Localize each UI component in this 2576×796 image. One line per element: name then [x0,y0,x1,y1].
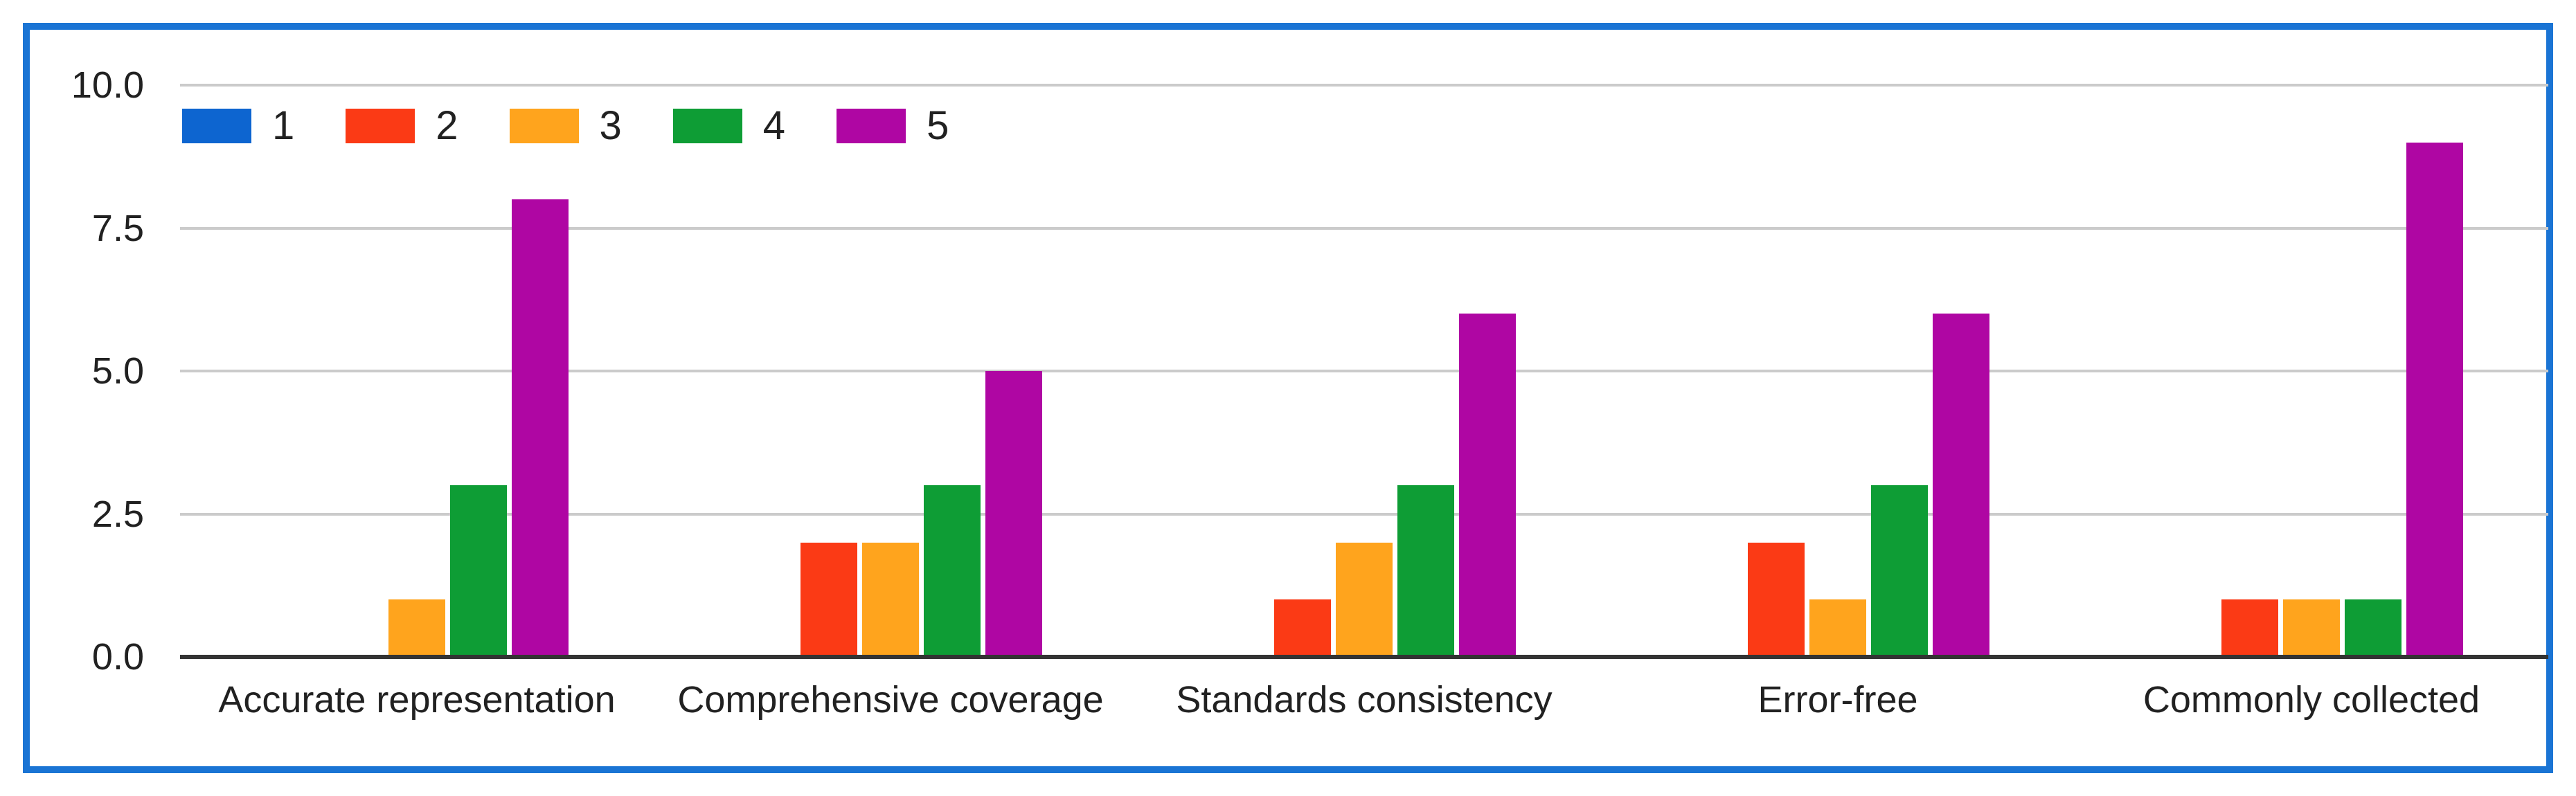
legend-swatch [182,109,251,143]
gridline-7.5 [180,226,2548,230]
legend-item: 2 [346,106,458,146]
bar-series-2 [1274,599,1331,657]
bar-group [180,85,654,657]
bar-groups [180,85,2548,657]
bar-series-4 [2345,599,2401,657]
y-tick-label: 10.0 [71,64,144,106]
legend-item: 1 [182,106,294,146]
legend-swatch [346,109,415,143]
legend-swatch [509,109,579,143]
category-label: Comprehensive coverage [677,679,1104,721]
legend-swatch [837,109,906,143]
bar-group [1601,85,2075,657]
bar-series-3 [1809,599,1866,657]
x-axis-line [180,655,2548,659]
category-label: Error-free [1757,679,1918,721]
legend-item: 4 [672,103,786,148]
bar-series-4 [924,485,981,657]
x-axis-category-labels: Accurate representation Comprehensive cov… [180,677,2548,723]
bar-series-5 [985,371,1042,657]
category-label: Accurate representation [218,679,616,721]
category-label: Standards consistency [1176,679,1553,721]
bar-group [1127,85,1601,657]
y-tick-label: 2.5 [91,493,144,535]
bar-series-3 [1336,542,1393,657]
legend-label: 1 [272,103,295,148]
bar-series-2 [800,542,857,657]
bar-series-3 [2283,599,2340,657]
gridline-5.0 [180,370,2548,372]
bar-series-4 [450,485,507,657]
legend-label: 4 [762,103,786,148]
bar-series-5 [1459,314,1516,657]
bar-series-5 [1933,314,1989,657]
legend-label: 3 [599,103,622,148]
bar-series-2 [1748,542,1805,657]
bar-series-4 [1871,485,1928,657]
bar-series-5 [2406,142,2463,657]
y-tick-label: 0.0 [91,636,144,678]
bar-group [2075,85,2548,657]
legend: 1 2 3 4 5 [182,106,949,146]
bar-series-4 [1397,485,1454,657]
legend-label: 5 [927,103,949,148]
category-label: Commonly collected [2143,679,2480,721]
y-tick-label: 5.0 [91,350,144,392]
bar-series-3 [388,599,445,657]
gridline-2.5 [180,512,2548,516]
bar-series-3 [862,542,919,657]
legend-item: 3 [509,103,622,148]
bar-group [654,85,1127,657]
legend-label: 2 [436,103,458,148]
plot-area [180,84,2548,659]
y-tick-label: 7.5 [91,207,144,249]
legend-item: 5 [837,106,949,146]
bar-series-5 [512,199,569,657]
gridline-10.0 [180,84,2548,87]
bar-series-2 [2221,599,2278,657]
legend-swatch [672,109,742,143]
